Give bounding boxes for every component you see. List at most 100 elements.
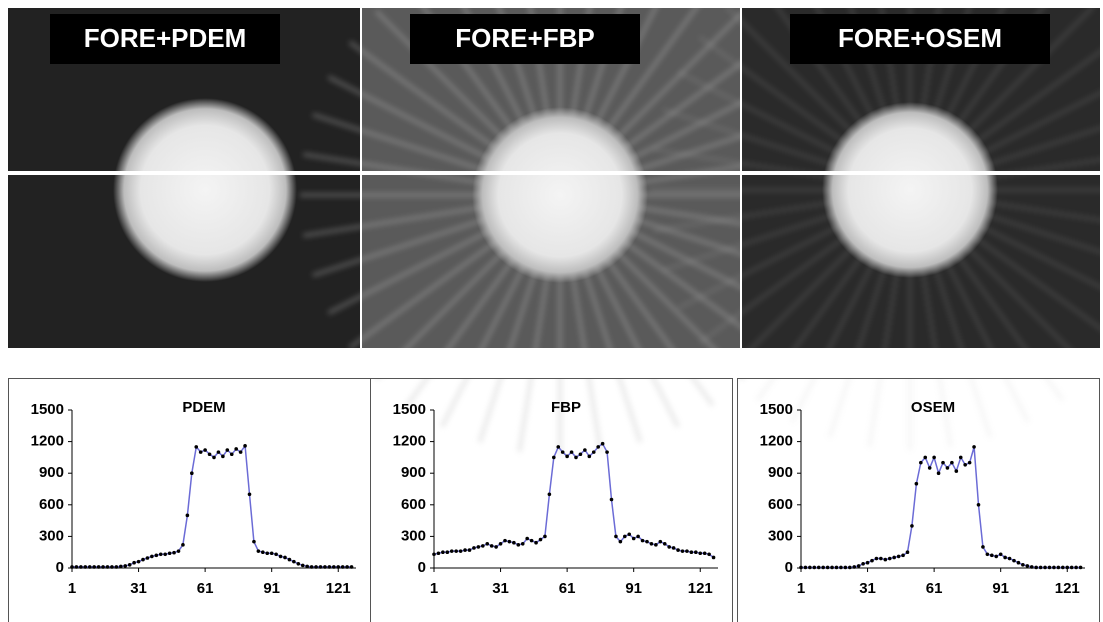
- point: [711, 555, 716, 560]
- y-tick-label: 900: [39, 464, 64, 481]
- point: [631, 536, 636, 541]
- point: [481, 544, 485, 548]
- phantom: [113, 98, 297, 282]
- point: [834, 565, 839, 570]
- y-tick-label: 1500: [31, 401, 64, 418]
- point: [463, 548, 467, 552]
- point: [1078, 565, 1083, 570]
- y-tick-label: 900: [401, 464, 426, 481]
- point: [927, 466, 932, 470]
- y-tick-label: 1500: [760, 401, 793, 418]
- point: [349, 565, 354, 569]
- profile-line: [801, 446, 1081, 569]
- point: [1069, 565, 1074, 570]
- point: [578, 452, 583, 457]
- point: [274, 552, 278, 557]
- point: [707, 552, 711, 557]
- x-tick-label: 121: [688, 580, 713, 597]
- point: [234, 447, 238, 451]
- point: [185, 513, 190, 518]
- point: [318, 565, 323, 569]
- point: [489, 544, 494, 548]
- point: [596, 445, 600, 449]
- point: [176, 549, 181, 553]
- point: [843, 565, 848, 570]
- point: [74, 565, 79, 569]
- point: [865, 560, 870, 565]
- x-tick-label: 91: [625, 580, 642, 597]
- point: [645, 539, 649, 544]
- point: [181, 543, 185, 547]
- point: [658, 539, 663, 544]
- point: [689, 550, 694, 554]
- point: [221, 454, 225, 459]
- point: [503, 538, 507, 543]
- gap: [360, 8, 362, 348]
- point: [247, 492, 252, 497]
- point: [436, 551, 441, 556]
- point: [950, 460, 954, 465]
- y-tick-label: 1200: [31, 433, 64, 450]
- image-label: FORE+FBP: [455, 23, 594, 53]
- point: [694, 550, 698, 554]
- point: [614, 534, 618, 539]
- point: [454, 549, 458, 553]
- point: [336, 565, 341, 569]
- y-tick-label: 300: [768, 527, 793, 544]
- point: [671, 546, 676, 550]
- point: [856, 564, 861, 568]
- point: [905, 550, 910, 554]
- point: [296, 561, 301, 566]
- point: [574, 455, 578, 460]
- point: [445, 550, 450, 554]
- y-tick-label: 600: [768, 496, 793, 513]
- point: [640, 538, 645, 543]
- point: [945, 466, 950, 470]
- point: [87, 565, 92, 569]
- point: [583, 448, 587, 452]
- y-tick-label: 0: [56, 559, 64, 576]
- point: [538, 537, 543, 542]
- point: [507, 539, 512, 544]
- point: [816, 565, 821, 570]
- point: [812, 565, 817, 570]
- point: [269, 551, 274, 556]
- point: [529, 538, 534, 543]
- point: [150, 554, 154, 559]
- image-label: FORE+PDEM: [84, 23, 247, 53]
- point: [808, 565, 812, 570]
- point: [636, 534, 640, 539]
- x-tick-label: 91: [992, 580, 1009, 597]
- point: [958, 455, 963, 460]
- point: [565, 454, 569, 459]
- point: [923, 455, 928, 460]
- y-tick-label: 0: [785, 559, 793, 576]
- point: [821, 565, 825, 570]
- y-tick-label: 0: [418, 559, 426, 576]
- x-tick-label: 31: [492, 580, 509, 597]
- point: [825, 565, 830, 570]
- y-tick-label: 1500: [393, 401, 426, 418]
- point: [252, 539, 256, 544]
- mask: [0, 348, 1103, 378]
- point: [238, 450, 243, 454]
- point: [556, 445, 561, 449]
- point: [623, 534, 627, 539]
- point: [543, 534, 547, 539]
- point: [1052, 565, 1056, 570]
- point: [141, 557, 145, 562]
- point: [327, 565, 332, 569]
- point: [852, 565, 857, 569]
- profile-line: [72, 443, 352, 568]
- chart-title: PDEM: [182, 399, 225, 416]
- point: [467, 548, 472, 552]
- point: [1047, 565, 1052, 570]
- point: [212, 455, 216, 460]
- point: [1029, 565, 1034, 569]
- point: [498, 541, 503, 546]
- point: [79, 565, 83, 569]
- point: [167, 551, 172, 556]
- point: [525, 536, 529, 541]
- point: [839, 565, 843, 570]
